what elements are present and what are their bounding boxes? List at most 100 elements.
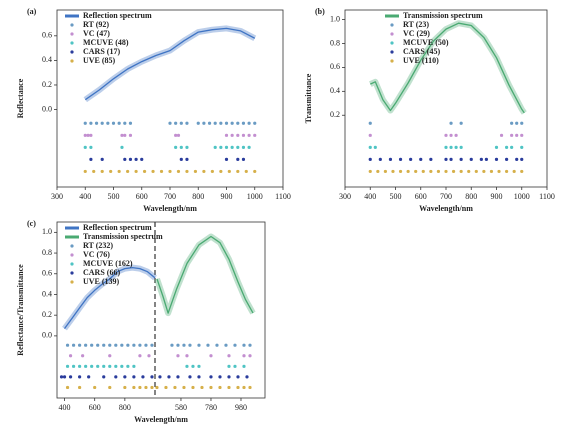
selected-wavelength [96, 343, 100, 347]
selected-wavelength [236, 169, 240, 174]
selected-wavelength [197, 375, 201, 379]
selected-wavelength [398, 157, 403, 161]
panel-label: (a) [27, 7, 37, 16]
selected-wavelength [459, 157, 463, 161]
selected-wavelength [89, 121, 93, 125]
selected-wavelength [218, 385, 222, 390]
selected-wavelength [142, 169, 147, 174]
legend-label: Transmission spectrum [403, 11, 483, 20]
legend-label: RT (232) [83, 241, 113, 250]
selected-wavelength [138, 343, 142, 347]
x-tick-label: 800 [465, 192, 477, 201]
selected-wavelength [444, 133, 448, 137]
y-tick-label: 0.6 [42, 31, 52, 40]
x-tick-label: 900 [221, 192, 233, 201]
selected-wavelength [409, 157, 413, 161]
selected-wavelength [388, 157, 393, 161]
selected-wavelength [436, 169, 441, 174]
spectrum-line [370, 22, 525, 114]
selected-wavelength [78, 385, 82, 390]
legend-swatch [70, 262, 74, 266]
selected-wavelength [188, 375, 192, 379]
selected-wavelength [150, 385, 154, 390]
legend-swatch [70, 244, 74, 248]
selected-wavelength [207, 121, 212, 125]
selected-wavelength [398, 169, 403, 174]
selected-wavelength [459, 169, 463, 174]
selected-wavelength [123, 375, 127, 379]
selected-wavelength [134, 169, 138, 174]
selected-wavelength [459, 121, 463, 125]
spectrum-line [84, 27, 256, 101]
x-tick-label: 700 [440, 192, 452, 201]
legend-swatch [390, 50, 394, 54]
selected-wavelength [233, 364, 237, 368]
legend-swatch [70, 50, 74, 54]
selected-wavelength [206, 343, 210, 347]
selected-wavelength [510, 133, 514, 137]
y-tick-label: 0.4 [42, 55, 52, 64]
selected-wavelength [248, 385, 252, 390]
x-tick-label: 500 [390, 192, 402, 201]
selected-wavelength [209, 354, 213, 358]
legend-swatch [70, 23, 74, 27]
legend-swatch [390, 59, 394, 63]
selected-wavelength [179, 145, 183, 149]
selected-wavelength [92, 169, 96, 174]
selected-wavelength [368, 157, 372, 161]
selected-wavelength [230, 121, 234, 125]
x-tick-label: 580 [175, 403, 187, 412]
selected-wavelength [141, 375, 145, 379]
selected-wavelength [253, 169, 257, 174]
x-tick-label: 400 [79, 192, 91, 201]
x-tick-label: 400 [364, 192, 376, 201]
selected-wavelength [515, 121, 519, 125]
selected-wavelength [520, 121, 524, 125]
selected-wavelength [224, 145, 229, 149]
selected-wavelength [114, 343, 118, 347]
selected-wavelength [120, 343, 124, 347]
selected-wavelength [202, 169, 206, 174]
selected-wavelength [86, 133, 90, 137]
x-tick-label: 980 [235, 403, 247, 412]
selected-wavelength [65, 385, 70, 390]
legend-label: CARS (45) [403, 47, 440, 56]
selected-wavelength [106, 121, 110, 125]
y-tick-label: 0.0 [42, 104, 52, 113]
legend-label: UVE (85) [83, 56, 116, 65]
selected-wavelength [368, 121, 372, 125]
legend-label: VC (47) [83, 29, 110, 38]
x-tick-label: 500 [108, 192, 120, 201]
selected-wavelength [90, 364, 94, 368]
selected-wavelength [150, 375, 154, 379]
x-tick-label: 780 [205, 403, 217, 412]
panel-label: (c) [27, 219, 36, 228]
selected-wavelength [414, 169, 418, 174]
selected-wavelength [144, 385, 148, 390]
selected-wavelength [102, 343, 106, 347]
selected-wavelength [185, 364, 189, 368]
selected-wavelength [123, 121, 127, 125]
selected-wavelength [368, 133, 372, 137]
selected-wavelength [236, 133, 240, 137]
selected-wavelength [482, 169, 486, 174]
selected-wavelength [128, 133, 133, 137]
selected-wavelength [182, 385, 186, 390]
x-tick-label: 800 [192, 192, 204, 201]
selected-wavelength [236, 385, 240, 390]
selected-wavelength [108, 364, 112, 368]
selected-wavelength [429, 169, 433, 174]
selected-wavelength [144, 343, 148, 347]
selected-wavelength [248, 343, 252, 347]
legend-label: CARS (17) [83, 47, 120, 56]
legend-label: VC (29) [403, 29, 430, 38]
selected-wavelength [102, 375, 106, 379]
selected-wavelength [224, 133, 229, 137]
x-tick-label: 300 [51, 192, 63, 201]
selected-wavelength [219, 169, 223, 174]
selected-wavelength [185, 354, 189, 358]
selected-wavelength [505, 157, 509, 161]
legend-swatch [70, 32, 74, 36]
selected-wavelength [71, 364, 76, 368]
